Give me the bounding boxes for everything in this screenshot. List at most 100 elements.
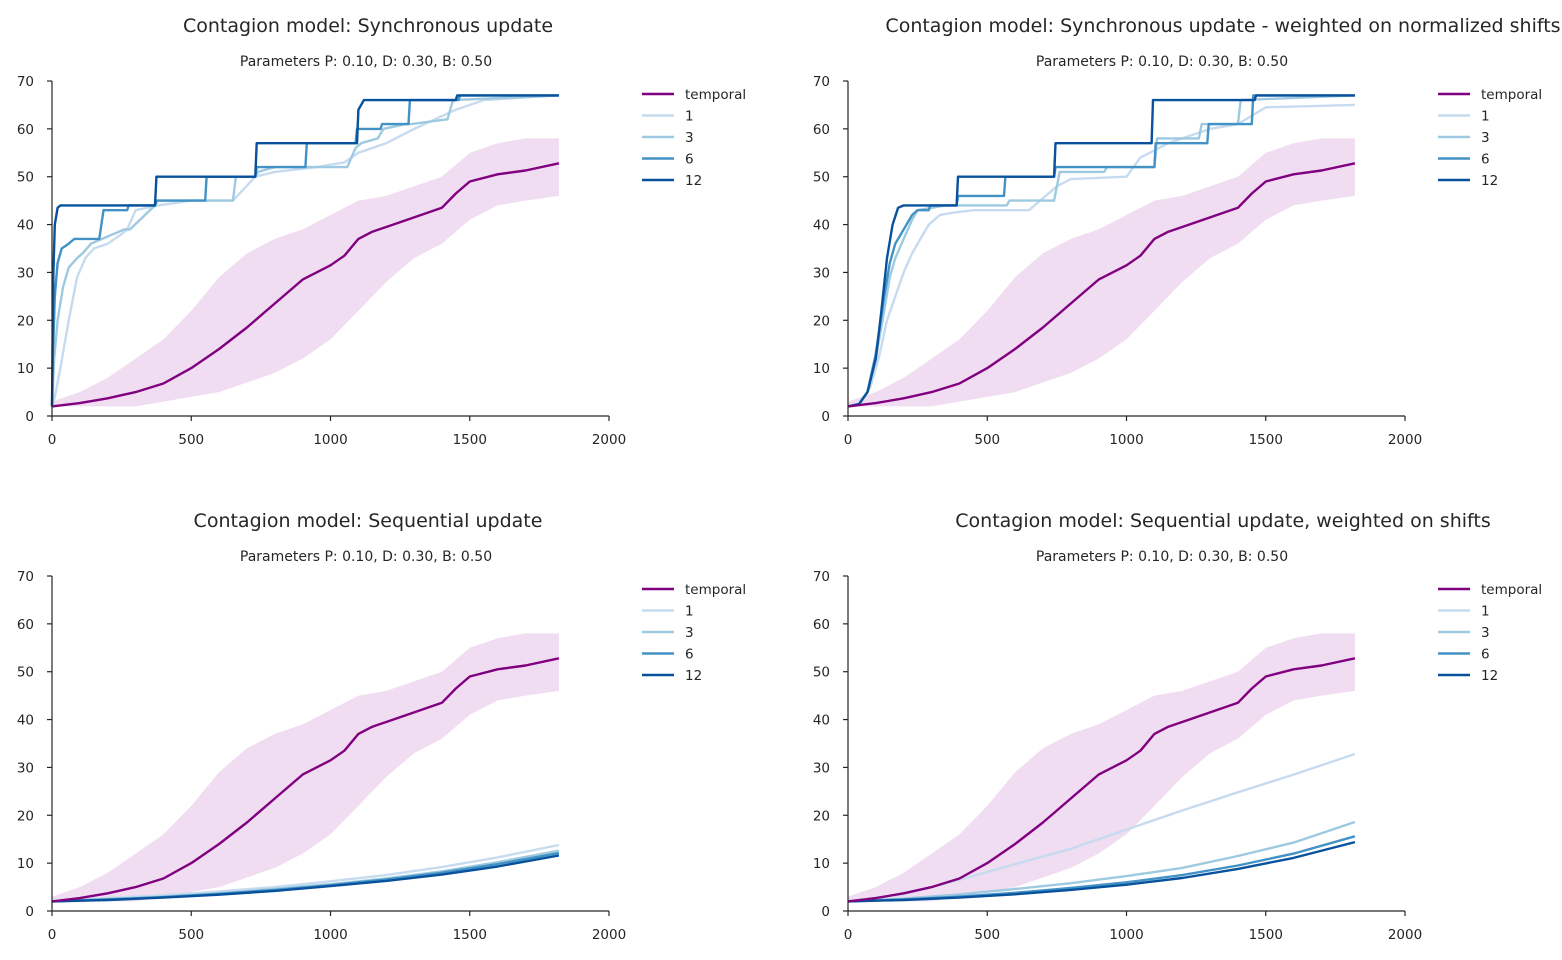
series-line-12 [51,854,560,903]
legend-label-12: 12 [1481,668,1498,684]
chart-title: Contagion model: Synchronous update [183,15,553,37]
y-tick-label: 20 [813,808,830,824]
y-tick-label: 30 [813,760,830,776]
x-tick-label: 500 [974,927,1000,943]
y-tick-label: 70 [17,74,34,90]
chart-subtitle: Parameters P: 0.10, D: 0.30, B: 0.50 [240,549,492,565]
y-tick-label: 10 [813,361,830,377]
legend-label-3: 3 [685,625,694,641]
chart-subtitle: Parameters P: 0.10, D: 0.30, B: 0.50 [1036,549,1288,565]
x-tick-label: 2000 [1388,432,1422,448]
legend-label-6: 6 [1481,152,1490,168]
x-tick-label: 1500 [453,432,487,448]
y-tick-label: 40 [813,218,830,234]
legend: temporal 1 3 6 12 [642,87,746,189]
x-tick-label: 2000 [592,432,626,448]
y-tick-label: 0 [821,409,830,425]
chart-panel-4: Contagion model: Sequential update, weig… [813,510,1542,943]
y-tick-label: 20 [813,313,830,329]
y-tick-label: 10 [813,856,830,872]
legend-label-12: 12 [1481,173,1498,189]
chart-title: Contagion model: Sequential update, weig… [955,510,1490,532]
y-tick-label: 60 [813,617,830,633]
x-tick-label: 0 [844,927,853,943]
legend-label-1: 1 [685,604,694,620]
legend-label-6: 6 [685,152,694,168]
legend: temporal 1 3 6 12 [642,582,746,684]
y-tick-label: 50 [813,665,830,681]
series-line-temporal [51,657,560,903]
x-tick-label: 1500 [1249,432,1283,448]
series-line-temporal [847,162,1356,408]
temporal-band [848,138,1355,407]
y-tick-label: 20 [17,808,34,824]
temporal-band [52,138,559,407]
y-tick-label: 0 [821,904,830,920]
legend-label-temporal: temporal [685,582,746,598]
x-tick-label: 1000 [1109,432,1143,448]
x-tick-label: 500 [178,432,204,448]
legend-label-1: 1 [1481,604,1490,620]
y-tick-label: 50 [813,170,830,186]
y-tick-label: 70 [813,74,830,90]
series-line-3 [847,820,1356,903]
y-tick-label: 10 [17,856,34,872]
y-tick-label: 60 [17,122,34,138]
legend-label-3: 3 [1481,625,1490,641]
legend: temporal 1 3 6 12 [1438,582,1542,684]
y-tick-label: 70 [17,569,34,585]
x-tick-label: 1000 [313,927,347,943]
chart-title: Contagion model: Synchronous update - we… [885,15,1560,37]
y-tick-label: 40 [17,713,34,729]
legend-label-12: 12 [685,668,702,684]
chart-subtitle: Parameters P: 0.10, D: 0.30, B: 0.50 [1036,54,1288,70]
series-line-3 [847,94,1355,408]
x-tick-label: 0 [48,432,57,448]
x-tick-label: 1000 [1109,927,1143,943]
series-line-temporal [51,162,560,408]
y-tick-label: 20 [17,313,34,329]
y-tick-label: 50 [17,170,34,186]
legend-label-6: 6 [1481,647,1490,663]
chart-title: Contagion model: Sequential update [194,510,543,532]
series-line-1 [847,103,1355,408]
temporal-band [52,633,559,902]
chart-panel-1: Contagion model: Synchronous update Param… [17,15,746,448]
chart-subtitle: Parameters P: 0.10, D: 0.30, B: 0.50 [240,54,492,70]
legend-label-3: 3 [1481,130,1490,146]
x-tick-label: 0 [48,927,57,943]
y-tick-label: 30 [17,760,34,776]
y-tick-label: 50 [17,665,34,681]
y-tick-label: 40 [17,218,34,234]
chart-panel-3: Contagion model: Sequential update Parame… [17,510,746,943]
x-tick-label: 1000 [313,432,347,448]
legend-label-1: 1 [685,109,694,125]
series-line-12 [847,840,1356,903]
y-tick-label: 60 [813,122,830,138]
y-tick-label: 70 [813,569,830,585]
legend-label-1: 1 [1481,109,1490,125]
x-tick-label: 2000 [592,927,626,943]
temporal-band [848,633,1355,902]
x-tick-label: 500 [974,432,1000,448]
series-line-temporal [847,657,1356,903]
y-tick-label: 40 [813,713,830,729]
y-tick-label: 0 [25,409,34,425]
series-line-12 [50,94,559,407]
y-tick-label: 10 [17,361,34,377]
legend-label-3: 3 [685,130,694,146]
y-tick-label: 30 [813,265,830,281]
legend-label-6: 6 [685,647,694,663]
chart-panel-2: Contagion model: Synchronous update - we… [813,15,1561,448]
legend-label-temporal: temporal [685,87,746,103]
legend-label-temporal: temporal [1481,582,1542,598]
legend: temporal 1 3 6 12 [1438,87,1542,189]
x-tick-label: 1500 [1249,927,1283,943]
x-tick-label: 2000 [1388,927,1422,943]
x-tick-label: 1500 [453,927,487,943]
legend-label-temporal: temporal [1481,87,1542,103]
y-tick-label: 0 [25,904,34,920]
y-tick-label: 30 [17,265,34,281]
y-tick-label: 60 [17,617,34,633]
